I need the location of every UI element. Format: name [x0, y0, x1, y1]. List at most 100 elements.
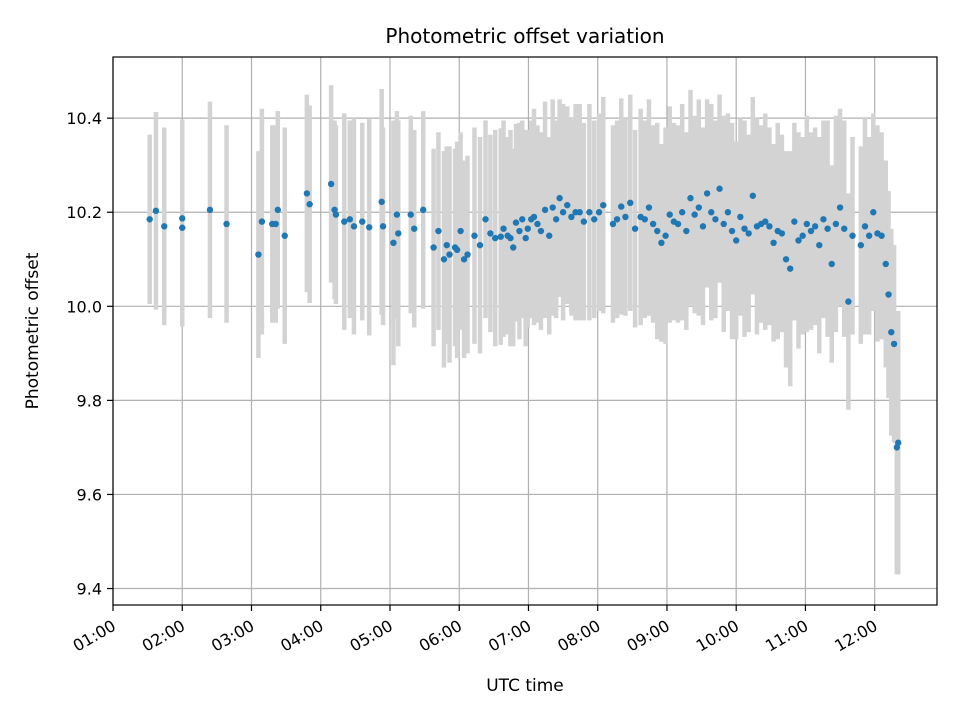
data-point	[622, 213, 629, 221]
data-point	[795, 237, 802, 244]
data-point	[568, 213, 575, 221]
data-point	[724, 209, 732, 216]
data-point	[824, 225, 831, 232]
data-point	[836, 204, 844, 211]
y-tick-label: 10.0	[66, 297, 102, 316]
data-point	[762, 218, 769, 225]
data-point	[390, 239, 397, 247]
data-point	[870, 209, 877, 216]
data-point	[443, 241, 450, 249]
data-point	[745, 230, 752, 237]
data-point	[350, 223, 358, 230]
data-point	[799, 232, 806, 239]
data-point	[440, 256, 448, 263]
data-point	[223, 220, 230, 228]
data-point	[641, 216, 648, 223]
data-point	[395, 230, 402, 237]
data-point	[654, 227, 661, 235]
data-point	[878, 232, 885, 239]
data-point	[487, 230, 494, 237]
data-point	[591, 216, 598, 223]
data-point	[712, 216, 719, 223]
data-point	[699, 223, 707, 230]
data-point	[500, 225, 507, 232]
data-point	[274, 206, 281, 214]
data-point	[770, 239, 777, 247]
data-point	[890, 340, 898, 348]
data-point	[600, 201, 607, 209]
data-point	[820, 216, 827, 223]
data-point	[627, 199, 634, 207]
data-point	[841, 225, 848, 232]
data-point	[161, 223, 168, 230]
data-point	[766, 223, 773, 230]
data-point	[703, 190, 711, 197]
data-point	[530, 213, 538, 221]
data-point	[366, 224, 373, 231]
data-point	[464, 251, 471, 258]
y-tick-label: 9.8	[77, 391, 102, 410]
data-point	[861, 223, 869, 230]
data-point	[649, 220, 657, 228]
data-point	[687, 194, 694, 202]
data-point	[281, 232, 288, 239]
data-point	[255, 251, 262, 258]
plot-area-frame	[112, 56, 938, 606]
data-point	[716, 185, 723, 192]
data-point	[807, 227, 815, 235]
data-point	[720, 220, 727, 228]
data-point	[845, 298, 852, 305]
data-point	[609, 220, 617, 228]
data-point	[778, 230, 786, 237]
data-point	[497, 233, 504, 240]
data-point	[420, 206, 427, 214]
data-point	[541, 206, 549, 214]
data-point	[674, 220, 682, 228]
data-points	[146, 180, 902, 451]
data-point	[580, 218, 588, 225]
data-point	[695, 204, 703, 211]
data-point	[306, 201, 313, 208]
chart-title: Photometric offset variation	[385, 24, 664, 48]
data-point	[816, 241, 823, 249]
data-point	[691, 211, 698, 218]
data-point	[460, 256, 468, 263]
data-point	[524, 225, 531, 232]
data-point	[507, 234, 514, 242]
data-point	[564, 201, 571, 209]
data-point	[865, 232, 873, 239]
data-point	[787, 265, 794, 272]
data-point	[516, 227, 523, 235]
data-point	[359, 218, 366, 225]
data-point	[576, 209, 583, 216]
data-point	[549, 204, 556, 211]
data-point	[556, 194, 563, 202]
data-point	[849, 232, 856, 239]
data-point	[586, 209, 593, 216]
data-point	[782, 256, 790, 263]
data-point	[453, 246, 461, 254]
data-point	[519, 216, 526, 223]
data-point	[678, 209, 686, 216]
data-point	[446, 251, 453, 258]
y-tick-label: 10.2	[66, 203, 102, 222]
data-point	[732, 237, 740, 244]
y-tick-label: 9.6	[77, 485, 102, 504]
data-point	[346, 216, 354, 223]
y-tick-label: 10.4	[66, 109, 102, 128]
y-tick-label: 9.4	[77, 580, 102, 599]
data-point	[645, 204, 653, 211]
x-axis-title: UTC time	[486, 676, 564, 696]
data-point	[476, 241, 484, 249]
data-point	[258, 218, 266, 225]
data-point	[152, 207, 160, 215]
data-point	[728, 227, 736, 235]
data-point	[393, 211, 401, 218]
data-point	[378, 198, 385, 206]
data-point	[662, 232, 669, 239]
data-point	[888, 328, 895, 336]
data-point	[613, 216, 621, 223]
data-point	[683, 227, 690, 235]
data-point	[618, 203, 625, 210]
